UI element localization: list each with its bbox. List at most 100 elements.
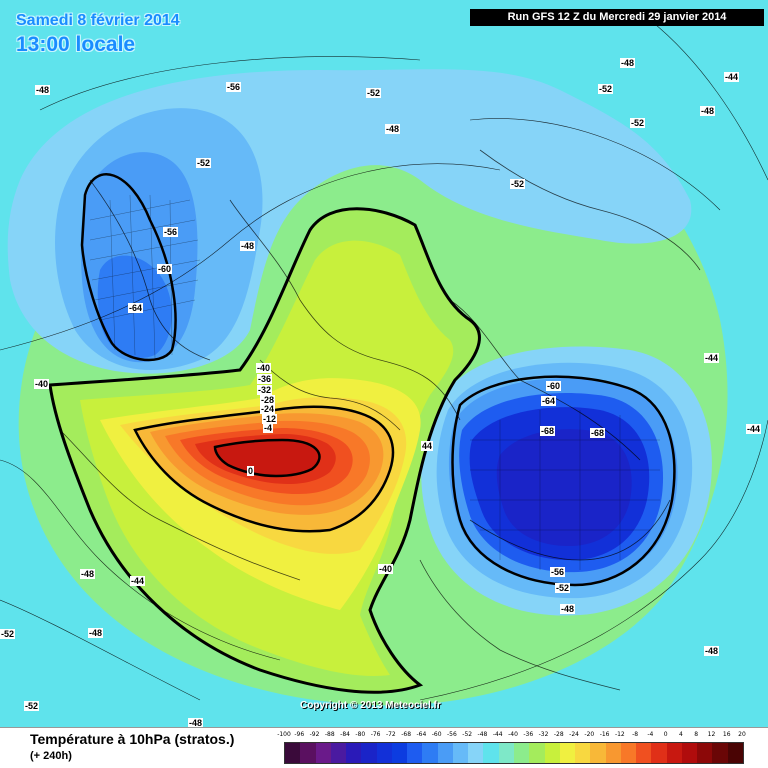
contour-label: -64 [541,396,557,406]
legend-swatch [300,743,316,763]
legend-tick-label: -100 [277,731,291,738]
run-info-banner: Run GFS 12 Z du Mercredi 29 janvier 2014 [470,9,764,26]
legend-swatch [407,743,423,763]
contour-label: -12 [262,414,278,424]
temperature-field [0,19,768,706]
legend-tick-label: -92 [309,731,320,738]
legend-swatch [315,743,331,763]
legend-tick-label: -96 [294,731,305,738]
contour-east-cold-line [451,375,676,587]
contour-label: -48 [560,604,576,614]
legend-tick-label: -60 [431,731,442,738]
legend-swatch [636,743,652,763]
legend-tick-label: -76 [370,731,381,738]
coastlines [59,149,701,691]
legend-tick-label: -64 [416,731,427,738]
contour-label: -48 [700,106,716,116]
legend-tick-label: -36 [523,731,534,738]
product-title: Température à 10hPa (stratos.) [30,731,235,747]
contour-label: -52 [630,118,646,128]
contour-label: -56 [226,82,242,92]
legend-tick-label: -80 [355,731,366,738]
contour-label: -48 [35,85,51,95]
legend-tick-label: 8 [694,731,699,738]
contour-label: -48 [385,124,401,134]
contour-label: -68 [540,426,556,436]
contour-warm-0 [215,440,320,476]
contour-label: -48 [88,628,104,638]
legend-tick-label: -12 [614,731,625,738]
legend-swatch [712,743,728,763]
legend-swatch [544,743,560,763]
legend-tick-label: -16 [599,731,610,738]
contour-label: -44 [724,72,740,82]
contour-label: -60 [546,381,562,391]
contour-label: -52 [555,583,571,593]
contour-label: -44 [746,424,762,434]
legend-tick-label: -84 [340,731,350,738]
contour-label: -24 [260,404,276,414]
contour-label: -40 [256,363,272,373]
contour-label: -32 [257,385,273,395]
legend-swatch [437,743,453,763]
legend-swatch [529,743,545,763]
legend-tick-label: -44 [492,731,503,738]
legend-swatch [651,743,667,763]
contour-label: -36 [257,374,273,384]
contour-label: -48 [188,718,204,727]
contour-label: -68 [590,428,606,438]
legend-panel: Température à 10hPa (stratos.) (+ 240h) … [0,727,768,768]
contour-label: -48 [240,241,256,251]
legend-tick-label: -68 [401,731,412,738]
contour-label: -48 [80,569,96,579]
legend-tick-label: -48 [477,731,488,738]
contour-label: -4 [263,423,274,433]
legend-swatch [468,743,484,763]
legend-tick-label: -32 [538,731,549,738]
contour-warm-40-line [48,207,481,694]
contour-label: -56 [163,227,179,237]
contour-label: -60 [157,264,173,274]
valid-time: 13:00 locale [16,33,136,56]
legend-swatch [590,743,606,763]
isotherm-lines [0,19,768,701]
contour-label: -44 [130,576,146,586]
legend-tick-label: 16 [722,731,731,738]
legend-swatch [330,743,347,763]
latlon-grid [89,194,660,570]
contour-label: -48 [704,646,720,656]
contour-label: -28 [260,395,276,405]
valid-date: Samedi 8 février 2014 [16,12,180,29]
contour-label: -48 [620,58,636,68]
legend-tick-labels: -100 -96 -92 -88 -84 -80 -76 -72 -68 -64 -60 -56 -52… [277,731,746,741]
legend-swatch [498,743,514,763]
legend-tick-label: -8 [632,731,639,738]
contour-east-cold-72 [496,429,632,547]
legend-swatch [620,743,637,763]
legend-swatch [452,743,469,763]
contour-label: -52 [598,84,614,94]
legend-swatch [483,743,499,763]
legend-tick-label: 4 [679,731,683,738]
legend-swatch [376,743,392,763]
legend-tick-label: -52 [462,731,473,738]
legend-swatch [361,743,377,763]
legend-swatch [422,743,438,763]
contour-label: -56 [550,567,566,577]
legend-swatch [575,743,591,763]
contour-label: -40 [34,379,50,389]
legend-tick-label: -4 [647,731,654,738]
contour-label: -52 [510,179,526,189]
legend-swatch [605,743,621,763]
contour-label: -64 [128,303,144,313]
legend-tick-label: 0 [663,731,668,738]
legend-swatch [727,743,743,763]
legend-swatch [346,743,362,763]
legend-tick-label: -20 [584,731,595,738]
contour-warm-0-line [213,438,321,478]
contour-label: -52 [366,88,382,98]
legend-tick-label: -88 [324,731,335,738]
legend-swatch [697,743,713,763]
legend-swatch [559,743,576,763]
